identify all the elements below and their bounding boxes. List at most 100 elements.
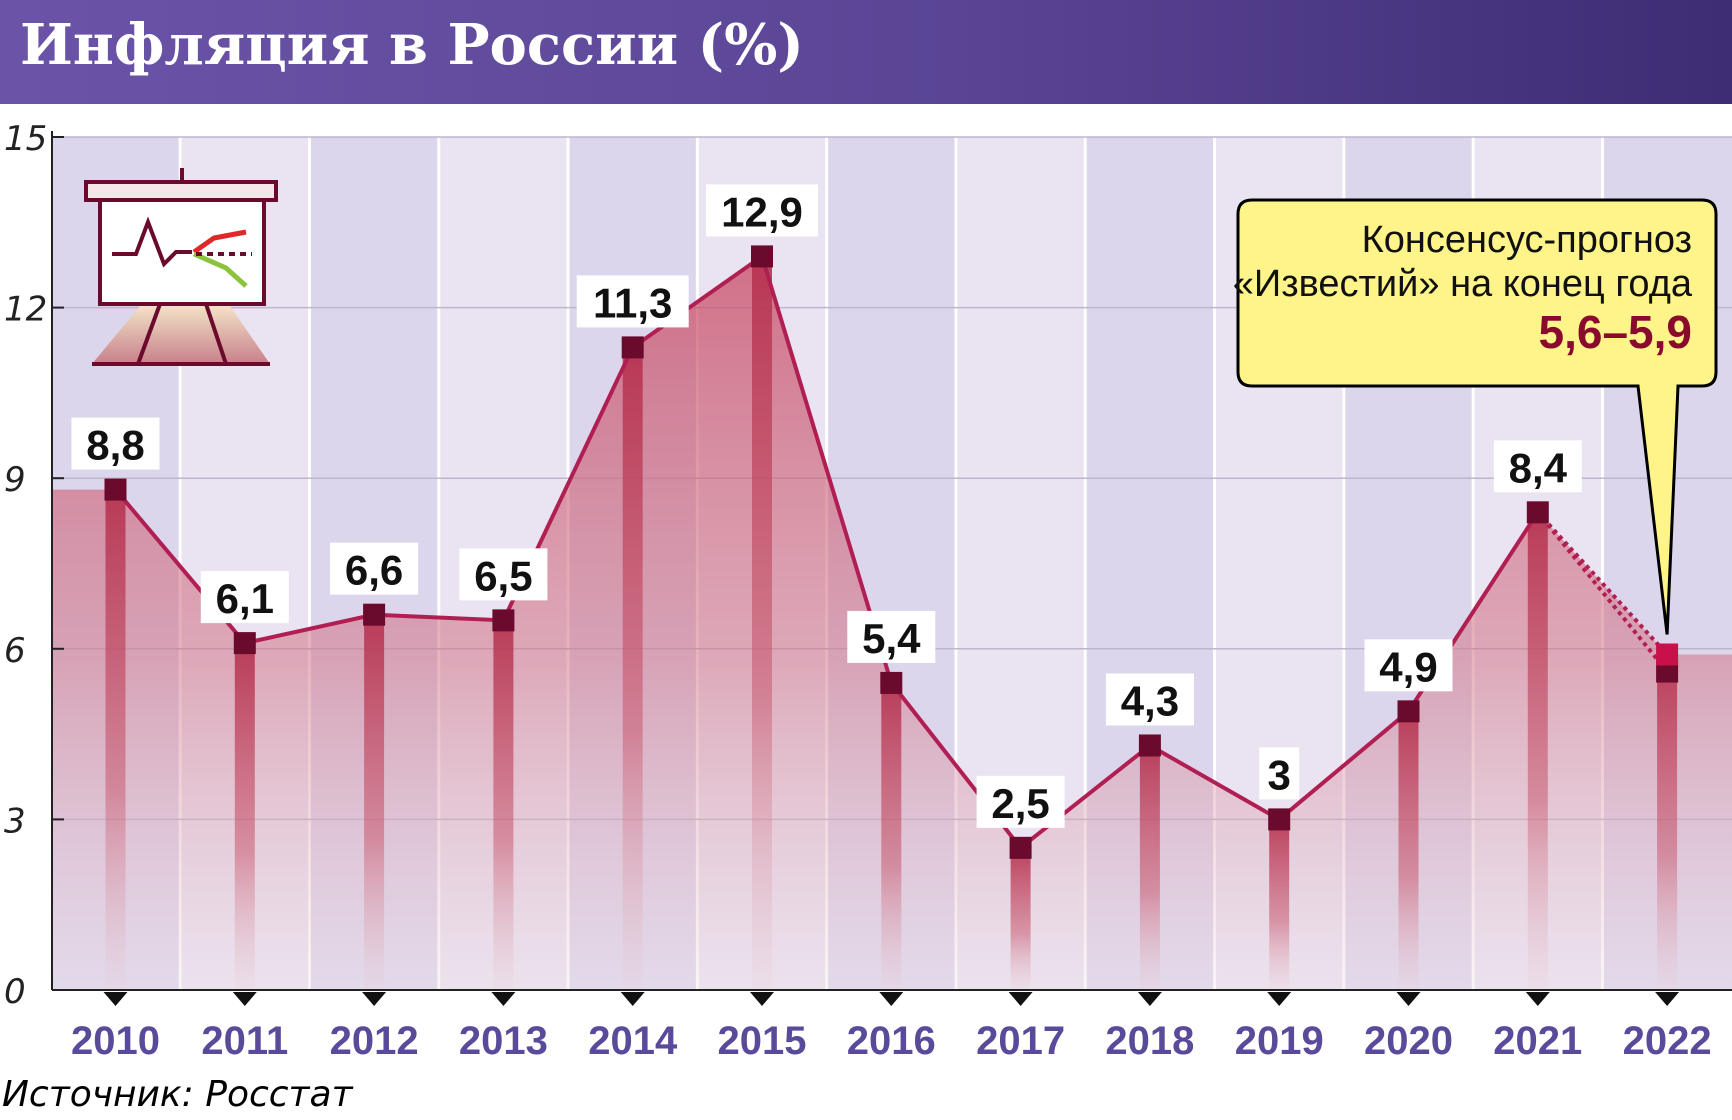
- x-tick-marker: [1267, 992, 1292, 1006]
- y-tick-label-12: 12: [4, 290, 47, 330]
- header-bar: Инфляция в России (%): [0, 0, 1732, 104]
- drop-bars: [105, 256, 1678, 990]
- drop-bar-2019: [1269, 819, 1290, 990]
- x-tick-marker: [879, 992, 904, 1006]
- value-label-bg: [71, 417, 160, 470]
- y-tick-label-6: 6: [4, 631, 26, 671]
- data-point-2011: [233, 632, 256, 655]
- forecast-callout: Консенсус-прогноз «Известий» на конец го…: [1233, 198, 1718, 635]
- drop-bar-2020: [1398, 711, 1419, 990]
- value-label-bg: [1364, 639, 1453, 692]
- inflation-chart: 8,8 6,1 6,6 6,5 11,3 12,9 5,4 2,5 4,3 3 4,9 8,4 0 3 6…: [4, 119, 1732, 1063]
- x-tick-label-2022: 2022: [1623, 1019, 1712, 1063]
- drop-bar-2011: [234, 643, 255, 990]
- value-label-2021: 8,4: [1509, 444, 1568, 491]
- drop-bar-2022: [1657, 654, 1678, 990]
- y-tick-label-9: 9: [4, 460, 26, 500]
- x-tick-label-2014: 2014: [588, 1019, 678, 1063]
- value-label-bg: [200, 571, 289, 624]
- x-tick-label-2015: 2015: [718, 1019, 807, 1063]
- forecast-line-high: [1536, 510, 1669, 656]
- value-label-bg: [459, 548, 548, 601]
- data-point-2015: [751, 245, 773, 268]
- x-tick-marker: [750, 992, 774, 1006]
- drop-bar-2021: [1527, 512, 1548, 990]
- data-point-2020: [1397, 700, 1420, 723]
- x-tick-marker: [1008, 992, 1033, 1006]
- x-tick-label-2011: 2011: [201, 1019, 288, 1063]
- data-point-2019: [1268, 808, 1291, 831]
- drop-bar-2010: [105, 489, 126, 990]
- data-point-2021: [1526, 501, 1549, 524]
- drop-bar-2013: [493, 620, 514, 990]
- forecast-point-low: [1656, 660, 1679, 683]
- value-label-bg: [976, 775, 1065, 828]
- value-label-2018: 4,3: [1121, 677, 1179, 724]
- drop-bar-2017: [1010, 847, 1031, 990]
- value-label-2012: 6,6: [345, 547, 403, 594]
- x-tick-label-2017: 2017: [976, 1019, 1065, 1063]
- drop-bar-2016: [881, 682, 902, 990]
- drop-bar-2012: [364, 614, 385, 990]
- data-point-2012: [363, 603, 386, 626]
- callout-line-1: Консенсус-прогноз: [1362, 219, 1692, 261]
- x-tick-marker: [1655, 992, 1680, 1006]
- value-label-2020: 4,9: [1379, 643, 1437, 690]
- value-label-2010: 8,8: [86, 422, 144, 469]
- drop-bar-2015: [752, 256, 772, 990]
- forecast-point-high: [1656, 643, 1679, 666]
- y-tick-label-3: 3: [4, 801, 26, 841]
- value-label-2015: 12,9: [721, 188, 803, 235]
- y-tick-label-0: 0: [4, 972, 26, 1012]
- data-point-2010: [104, 478, 127, 501]
- source-note: Источник: Росстат: [2, 1074, 353, 1115]
- y-axis: 0 3 6 9 12 15: [4, 119, 1732, 1012]
- x-axis-labels: 2010 2011 2012 2013 2014 2015 2016 2017 2018 2019…: [71, 992, 1712, 1063]
- data-point-2018: [1138, 734, 1161, 757]
- forecast-line-low: [1536, 511, 1669, 673]
- value-labels: 8,8 6,1 6,6 6,5 11,3 12,9 5,4 2,5 4,3 3 4,9 8,4: [71, 184, 1582, 828]
- x-tick-label-2020: 2020: [1364, 1019, 1453, 1063]
- drop-bar-2014: [622, 347, 643, 990]
- value-label-bg: [1493, 440, 1582, 493]
- value-label-2016: 5,4: [862, 615, 921, 662]
- presentation-board-icon: [84, 168, 278, 366]
- value-label-2017: 2,5: [991, 780, 1049, 827]
- y-tick-label-15: 15: [4, 119, 47, 159]
- x-tick-marker: [1137, 992, 1162, 1006]
- x-tick-label-2010: 2010: [71, 1019, 160, 1063]
- value-label-2011: 6,1: [216, 575, 274, 622]
- data-point-2016: [880, 671, 903, 694]
- chart-title: Инфляция в России (%): [20, 12, 804, 78]
- x-tick-label-2021: 2021: [1493, 1019, 1582, 1063]
- callout-forecast-range: 5,6–5,9: [1539, 306, 1692, 358]
- forecast-lines: [1536, 510, 1669, 673]
- x-tick-marker: [362, 992, 387, 1006]
- value-label-bg: [1259, 747, 1300, 800]
- x-tick-marker: [491, 992, 516, 1006]
- x-tick-marker: [620, 992, 645, 1006]
- data-point-2017: [1009, 836, 1032, 859]
- value-label-bg: [576, 275, 689, 328]
- data-point-2014: [621, 336, 644, 359]
- area-fill: [52, 256, 1732, 990]
- x-tick-label-2012: 2012: [330, 1019, 419, 1063]
- value-label-2014: 11,3: [593, 279, 672, 326]
- value-label-2019: 3: [1268, 751, 1291, 798]
- drop-bar-2018: [1139, 745, 1160, 990]
- callout-shape: [1236, 198, 1718, 635]
- value-label-bg: [1105, 673, 1194, 726]
- x-tick-marker: [1396, 992, 1421, 1006]
- value-label-bg: [330, 542, 419, 595]
- value-label-2013: 6,5: [474, 552, 532, 599]
- x-tick-label-2019: 2019: [1235, 1019, 1324, 1063]
- x-tick-label-2016: 2016: [847, 1019, 936, 1063]
- callout-line-2: «Известий» на конец года: [1233, 263, 1693, 305]
- x-tick-marker: [103, 992, 128, 1006]
- x-tick-label-2013: 2013: [459, 1019, 548, 1063]
- value-label-bg: [706, 184, 818, 237]
- data-markers: [104, 245, 1679, 859]
- x-tick-label-2018: 2018: [1105, 1019, 1194, 1063]
- data-point-2013: [492, 609, 515, 632]
- series-line: [113, 253, 1540, 851]
